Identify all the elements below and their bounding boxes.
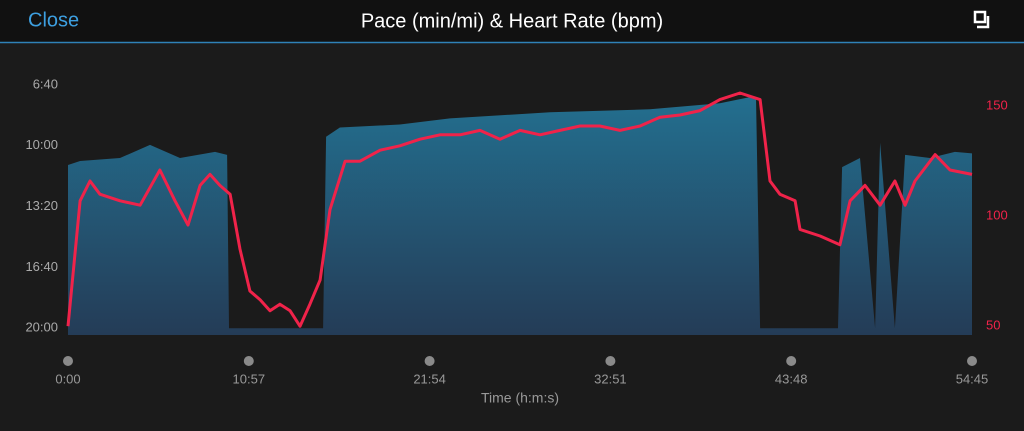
header-bar <box>0 0 1024 42</box>
expand-icon[interactable] <box>973 10 990 29</box>
x-tick-label: 54:45 <box>956 371 989 386</box>
y-tick-label: 16:40 <box>25 259 58 274</box>
pace-area <box>68 97 972 335</box>
x-tick-label: 10:57 <box>233 371 266 386</box>
x-tick-label: 0:00 <box>55 371 80 386</box>
x-tick-dot <box>424 356 435 366</box>
y-tick-label: 13:20 <box>25 198 58 213</box>
y2-tick-label: 50 <box>986 318 1000 333</box>
y2-tick-label: 100 <box>986 208 1008 223</box>
x-tick-dot <box>967 356 977 366</box>
header-title: Pace (min/mi) & Heart Rate (bpm) <box>361 10 663 32</box>
y-tick-label: 10:00 <box>25 137 58 152</box>
y-tick-label: 6:40 <box>33 76 58 91</box>
x-tick-dot <box>63 356 73 366</box>
heart-rate-line <box>66 91 973 328</box>
x-tick-label: 32:51 <box>594 371 627 386</box>
x-tick-label: 43:48 <box>775 371 808 386</box>
close-button[interactable]: Close <box>28 9 79 31</box>
y2-tick-label: 150 <box>986 98 1008 113</box>
x-tick-label: 21:54 <box>413 371 446 386</box>
x-tick-dot <box>786 356 797 366</box>
x-axis-title: Time (h:m:s) <box>481 390 559 406</box>
y-tick-label: 20:00 <box>25 320 58 335</box>
x-tick-dot <box>243 356 254 366</box>
x-tick-dot <box>605 356 616 366</box>
